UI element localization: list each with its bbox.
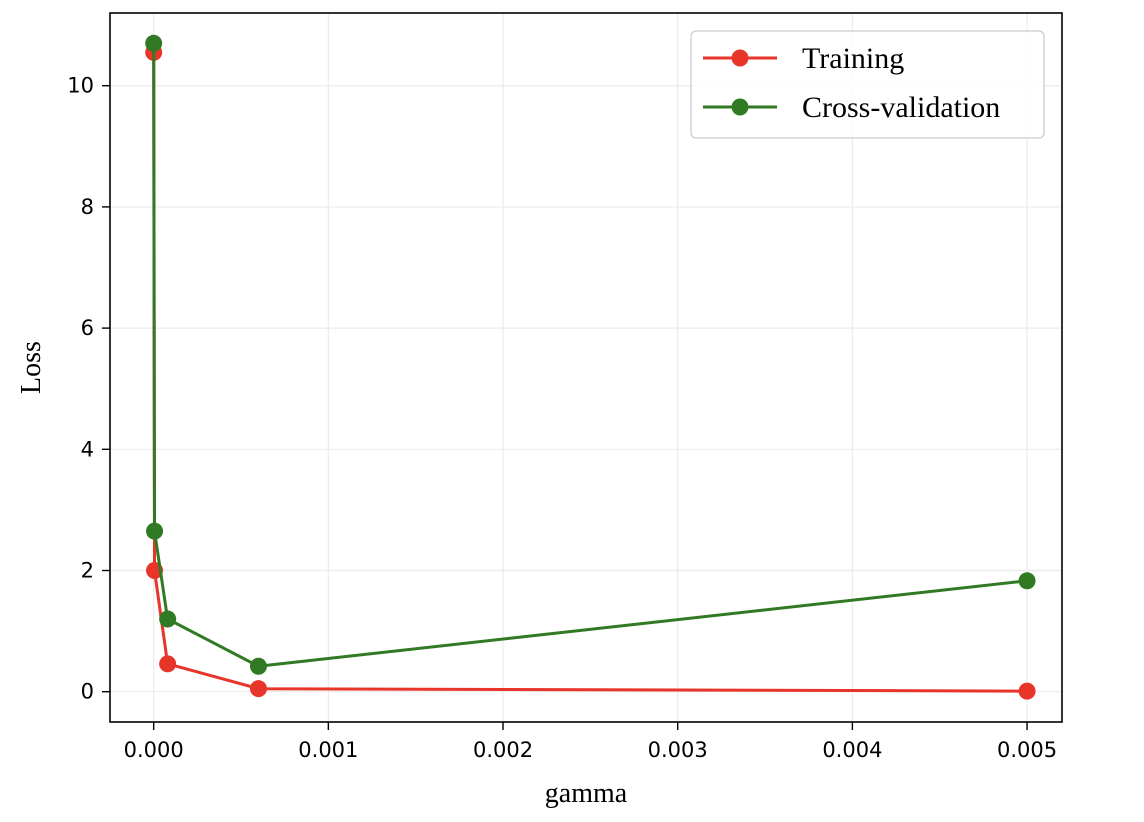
axes: 0.000 0.001 0.002 0.003 0.004 0.005 0 2 4 6 8 10 (67, 74, 1057, 762)
plot-frame (109, 12, 1063, 723)
y-tick-label: 10 (67, 74, 94, 98)
legend-marker (731, 98, 749, 116)
data-point (159, 655, 177, 673)
legend-label: Cross-validation (802, 91, 1000, 124)
x-tick-label: 0.005 (997, 738, 1057, 762)
legend: Training Cross-validation (690, 30, 1045, 139)
y-tick-label: 2 (81, 559, 94, 583)
data-point (1018, 572, 1036, 590)
y-tick-label: 8 (81, 195, 94, 219)
y-tick-label: 6 (81, 316, 94, 340)
data-point (249, 657, 267, 675)
x-tick-label: 0.001 (298, 738, 358, 762)
series-lines (145, 34, 1036, 700)
x-tick-label: 0.004 (822, 738, 882, 762)
data-point (145, 34, 163, 52)
y-tick-label: 0 (81, 680, 94, 704)
series-1 (145, 43, 1036, 700)
y-tick-label: 4 (81, 437, 94, 461)
data-point (146, 522, 164, 540)
y-axis-label: Loss (16, 341, 47, 394)
x-tick-label: 0.000 (124, 738, 184, 762)
x-tick-label: 0.003 (648, 738, 708, 762)
legend-marker (731, 49, 749, 67)
x-axis-label: gamma (545, 778, 628, 809)
series-2 (145, 34, 1036, 675)
legend-label: Training (802, 42, 904, 75)
x-tick-label: 0.002 (473, 738, 533, 762)
data-point (1018, 682, 1036, 700)
legend-box (690, 30, 1045, 139)
data-point (249, 680, 267, 698)
data-point (159, 610, 177, 628)
